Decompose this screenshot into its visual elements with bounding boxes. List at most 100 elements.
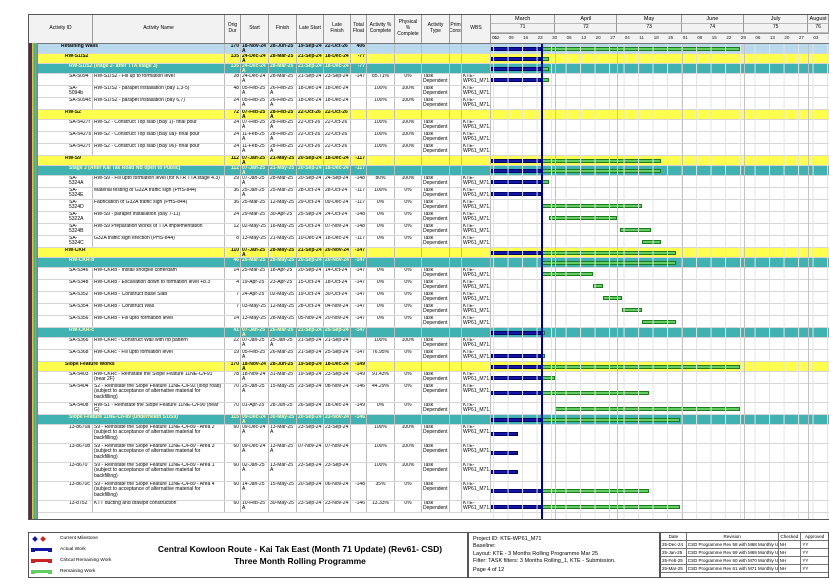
gantt-bar-actual[interactable] (491, 489, 541, 493)
gantt-bar-actual[interactable] (491, 66, 541, 71)
gantt-bar-actual[interactable] (491, 451, 518, 455)
activity-row[interactable]: SA-5322A RW-S9 - parapet installation (ba… (29, 212, 829, 224)
gantt-bar-actual[interactable] (491, 179, 541, 184)
group-row[interactable]: RW-CKR-c 41 07-Jan-25 A 26-Mar-25 21-Sep-24 2… (29, 328, 829, 338)
gantt-bar-actual[interactable] (491, 46, 541, 51)
baseline: Baseline: (473, 543, 496, 550)
gantt-bar-remaining[interactable] (540, 158, 662, 163)
activity-row[interactable]: SA-5427r RW-S2 - Construct Top slab (Bay … (29, 120, 829, 132)
gantt-row-canvas (491, 338, 829, 349)
gantt-bar-actual[interactable] (491, 417, 541, 422)
cell-ls: 05-Nov-24 (297, 316, 324, 327)
gantt-bar-remaining[interactable] (540, 77, 550, 82)
cell-f: 28-Mar-25 (269, 74, 297, 85)
gantt-bar-remaining[interactable] (540, 364, 740, 369)
gantt-bar-remaining[interactable] (621, 307, 643, 312)
activity-row[interactable]: SA-5404 S2 - Reinstate the Slope Feature … (29, 384, 829, 403)
activity-row[interactable]: 13-8752 KTT ducting and drawpit construct… (29, 501, 829, 513)
activity-row[interactable]: 13-8670c S9 - Reinstate the Slope Feature… (29, 482, 829, 501)
gantt-bar-actual[interactable] (491, 504, 541, 509)
activity-row[interactable]: SA-5324C G32A traffic sign erection (PHS-… (29, 236, 829, 248)
activity-row[interactable]: SA-5408 RW-S1 - Reinstate the Slope Featu… (29, 403, 829, 415)
gantt-bar-remaining[interactable] (540, 417, 680, 422)
activity-row[interactable]: SA-5366 RW-CKRc - Construct Wall with rib… (29, 338, 829, 350)
group-row[interactable]: RW-S9 112 07-Jan-25 A 21-May-25 20-Sep-24 18-… (29, 156, 829, 166)
group-row[interactable]: Stage 3 (After Kai Tak Road NB open to P… (29, 166, 829, 176)
gantt-bar-actual[interactable] (491, 364, 541, 369)
activity-row[interactable]: SA-5094 RW-S1/S2 - Fill up to formation l… (29, 74, 829, 86)
cell-prim (450, 176, 462, 187)
gantt-bar-remaining[interactable] (642, 239, 662, 244)
activity-row[interactable]: SA-5356 RW-CKRb - Fill upto formation lev… (29, 316, 829, 328)
activity-row[interactable]: SA-5094b RW-S1/S2 - parapet installation … (29, 86, 829, 98)
activity-row[interactable]: SA-5368 RW-CKRc - Fill upto formation lev… (29, 350, 829, 362)
gantt-bar-remaining[interactable] (540, 56, 550, 61)
cell-s: 02-May-25 (241, 224, 269, 235)
gantt-bar-remaining[interactable] (540, 203, 643, 208)
group-row[interactable]: Slope Feature 11NE-C/F89 (underneath S1/… (29, 415, 829, 425)
gantt-bar-actual[interactable] (491, 391, 541, 395)
group-row[interactable]: RW-S1/S2 (stage 2- after TTA stage 3) 135… (29, 64, 829, 74)
activity-row[interactable]: SA-5427s RW-S2 - Construct Top slab (Bay … (29, 132, 829, 144)
gantt-bar-remaining[interactable] (540, 250, 676, 255)
gantt-bar-remaining[interactable] (540, 375, 556, 380)
gantt-bar-actual[interactable] (491, 375, 541, 380)
gantt-bar-actual[interactable] (491, 470, 518, 474)
gantt-row-canvas (491, 350, 829, 361)
gantt-bar-remaining[interactable] (540, 330, 545, 335)
gantt-bar-remaining[interactable] (540, 66, 550, 71)
gantt-bar-remaining[interactable] (642, 319, 676, 324)
activity-row[interactable]: SA-5427t RW-S2 - Construct Top slab (Bay … (29, 144, 829, 156)
activity-row[interactable]: 13-8670a S9 - Reinstate the Slope Feature… (29, 425, 829, 444)
gantt-bar-remaining[interactable] (540, 191, 543, 196)
group-row[interactable]: RW-CKR 110 07-Jan-25 A 28-May-25 21-Sep-24 20… (29, 248, 829, 258)
gantt-bar-actual[interactable] (491, 191, 541, 196)
group-row[interactable]: Retaining Walls 170 18-Nov-24 A 28-Jun-25 19… (29, 44, 829, 54)
gantt-bar-actual[interactable] (491, 330, 541, 335)
gantt-bar-remaining[interactable] (540, 489, 649, 493)
gantt-bar-remaining[interactable] (540, 271, 593, 276)
group-row[interactable]: RW-CKR-b 46 25-Mar-25 28-May-25 20-Sep-24 20-… (29, 258, 829, 268)
gantt-bar-remaining[interactable] (540, 179, 550, 184)
cell-ls: 28-Oct-24 (297, 188, 324, 199)
gantt-bar-remaining[interactable] (619, 227, 651, 232)
gantt-bar-actual[interactable] (491, 432, 518, 436)
gantt-row-canvas (491, 212, 829, 223)
activity-row[interactable]: 13-8670b S9 - Reinstate the Slope Feature… (29, 444, 829, 463)
activity-row[interactable]: SA-5348 RW-CKRb - Excavation down to form… (29, 280, 829, 292)
gantt-bar-remaining[interactable] (540, 260, 676, 265)
gantt-bar-remaining[interactable] (540, 504, 680, 509)
gantt-bar-actual[interactable] (491, 353, 541, 358)
activity-row[interactable]: SA-5352 RW-CKRb - Construct Base Slab 7 24-… (29, 292, 829, 304)
gantt-bar-remaining[interactable] (540, 391, 649, 395)
cell-lf: 06-Nov-24 (324, 482, 351, 500)
gantt-bar-remaining[interactable] (602, 295, 622, 300)
gantt-bar-remaining[interactable] (540, 353, 545, 358)
gantt-bar-remaining[interactable] (592, 283, 603, 288)
cell-s: 10-Feb-25 A (241, 501, 269, 512)
cell-lf: 18-Dec-24 (324, 403, 351, 414)
activity-row[interactable]: SA-5094c RW-S1/S2 - parapet installation … (29, 98, 829, 110)
cell-ls: 20-Sep-24 (297, 415, 324, 424)
activity-row[interactable]: SA-5324B RW-S9 Preparation works of TTA i… (29, 224, 829, 236)
gantt-bar-actual[interactable] (491, 158, 541, 163)
gantt-bar-remaining[interactable] (540, 168, 662, 173)
group-row[interactable]: RW-S2 72 07-Feb-25 A 28-Feb-25 A 22-Oct-26 22… (29, 110, 829, 120)
group-row[interactable]: RW-S1/S2 135 24-Dec-24 A 28-Mar-25 21-Sep-24… (29, 54, 829, 64)
gantt-bar-remaining[interactable] (555, 406, 740, 411)
gantt-bar-remaining[interactable] (549, 215, 618, 220)
gantt-bar-actual[interactable] (491, 168, 541, 173)
activity-row[interactable]: SA-5346 RW-CKRb - Install shotpile coffer… (29, 268, 829, 280)
activity-row[interactable]: SA-5324A RW-S9 - Fill upto formation leve… (29, 176, 829, 188)
group-row[interactable]: Slope Feature Works 170 18-Nov-24 A 28-Jun-… (29, 362, 829, 372)
activity-row[interactable]: SA-5354 RW-CKRb - Construct Wall 7 03-May-2… (29, 304, 829, 316)
activity-row[interactable]: SA-5324D Fabrication of G32A traffic sign… (29, 200, 829, 212)
activity-row[interactable]: SA-5403 RW-CKRc - Reinstate the Slope Fea… (29, 372, 829, 384)
gantt-bar-actual[interactable] (491, 250, 541, 255)
cell-tf: -147 (351, 328, 367, 337)
activity-row[interactable]: 13-8670 S9 - Reinstate the Slope Feature … (29, 463, 829, 482)
gantt-bar-remaining[interactable] (540, 46, 740, 51)
gantt-bar-actual[interactable] (491, 56, 541, 61)
activity-row[interactable]: SA-5324E Material testing of G32A traffic… (29, 188, 829, 200)
gantt-bar-actual[interactable] (491, 77, 541, 82)
